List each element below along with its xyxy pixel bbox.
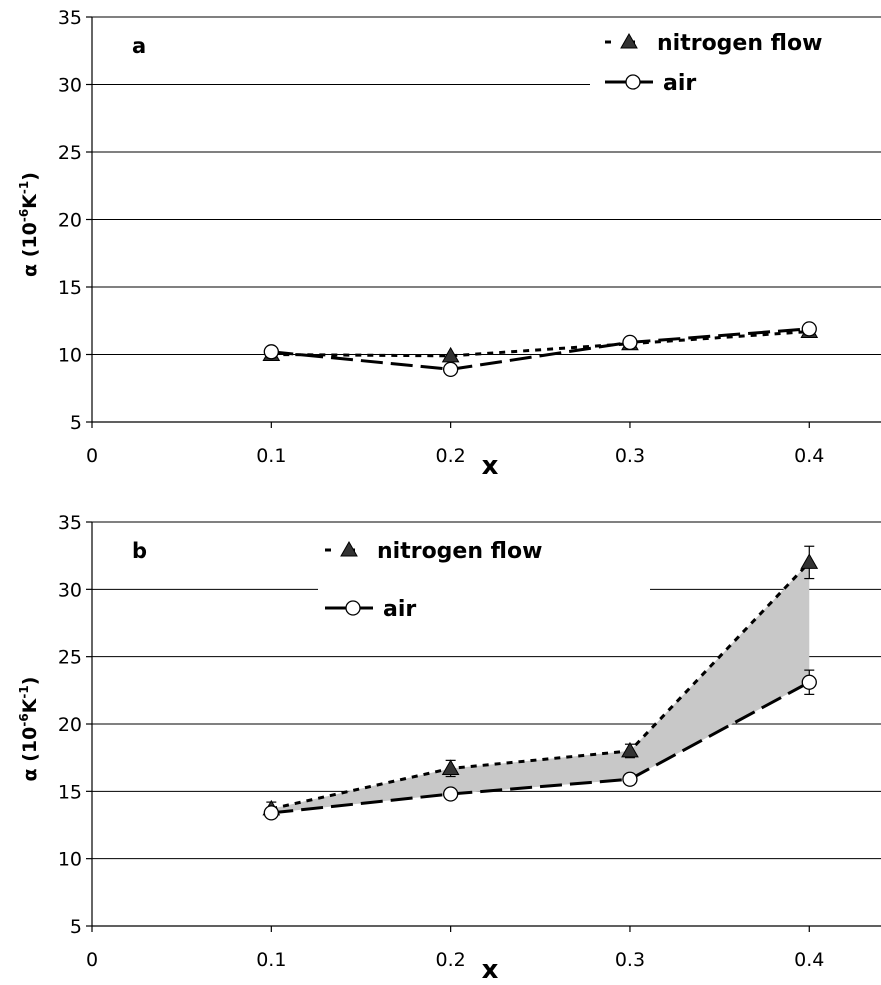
y-tick-label: 20	[58, 714, 82, 736]
y-tick-label: 25	[58, 142, 82, 164]
x-tick-label: 0.4	[794, 949, 824, 971]
y-tick-label: 30	[58, 579, 82, 601]
y-tick-label: 10	[58, 849, 82, 871]
data-point-air	[442, 361, 459, 378]
y-tick-label: 25	[58, 647, 82, 669]
y-tick-label: 5	[70, 412, 82, 434]
shaded-region	[271, 562, 810, 813]
y-axis-label: α (10-6K-1)	[17, 677, 41, 782]
series-line-air	[271, 327, 810, 371]
y-tick-label: 20	[58, 210, 82, 232]
data-point-air	[622, 771, 638, 787]
legend-label-nitrogen-flow: nitrogen flow	[657, 31, 822, 56]
legend-label-air: air	[383, 597, 416, 622]
data-point-air	[442, 786, 459, 802]
y-tick-label: 35	[58, 7, 82, 29]
y-tick-label: 30	[58, 75, 82, 97]
x-tick-label: 0.1	[256, 445, 286, 467]
data-point-nitrogen-flow	[621, 741, 639, 758]
y-tick-label: 5	[70, 916, 82, 938]
data-point-nitrogen-flow	[800, 553, 819, 569]
x-tick-label: 0.2	[436, 949, 466, 971]
legend-marker-nitrogen-flow	[340, 540, 358, 557]
x-tick-label: 0.2	[436, 445, 466, 467]
legend-box	[318, 530, 650, 630]
y-tick-label: 15	[58, 781, 82, 803]
data-point-air	[801, 321, 817, 337]
legend-label-air: air	[663, 71, 696, 96]
series-line-nitrogen-flow	[271, 330, 810, 358]
legend-marker-air	[625, 74, 641, 90]
x-axis-label: x	[482, 451, 499, 481]
x-tick-label: 0.1	[256, 949, 286, 971]
panel-label: b	[132, 539, 147, 563]
panel-label: a	[132, 34, 146, 58]
y-tick-label: 15	[58, 277, 82, 299]
series-line-air	[271, 680, 810, 815]
x-axis-label: x	[482, 955, 499, 985]
data-point-air	[622, 334, 638, 351]
legend-marker-nitrogen-flow	[620, 32, 638, 49]
chart-panel-a: 5 10 15 20 25 30 35 0 0.1 0.2 0.3 0.4 x α (10-6K-1) ni…	[17, 7, 881, 481]
legend-marker-air	[345, 600, 361, 616]
y-axis-label: α (10-6K-1)	[17, 172, 41, 277]
data-point-nitrogen-flow	[441, 759, 460, 775]
x-tick-label: 0	[86, 949, 98, 971]
data-point-air	[801, 674, 817, 690]
legend-label-nitrogen-flow: nitrogen flow	[377, 539, 542, 564]
x-tick-label: 0.4	[794, 445, 824, 467]
x-tick-label: 0	[86, 445, 98, 467]
chart-panel-b: 5 10 15 20 25 30 35 0 0.1 0.2 0.3 0.4 x α (10-6K-1) ni…	[17, 512, 881, 985]
legend-box	[590, 22, 881, 104]
x-tick-label: 0.3	[615, 445, 645, 467]
data-point-air	[263, 344, 279, 360]
x-tick-label: 0.3	[615, 949, 645, 971]
y-tick-label: 35	[58, 512, 82, 534]
y-tick-label: 10	[58, 345, 82, 367]
series-line-nitrogen-flow	[270, 561, 811, 811]
data-point-air	[263, 805, 279, 821]
